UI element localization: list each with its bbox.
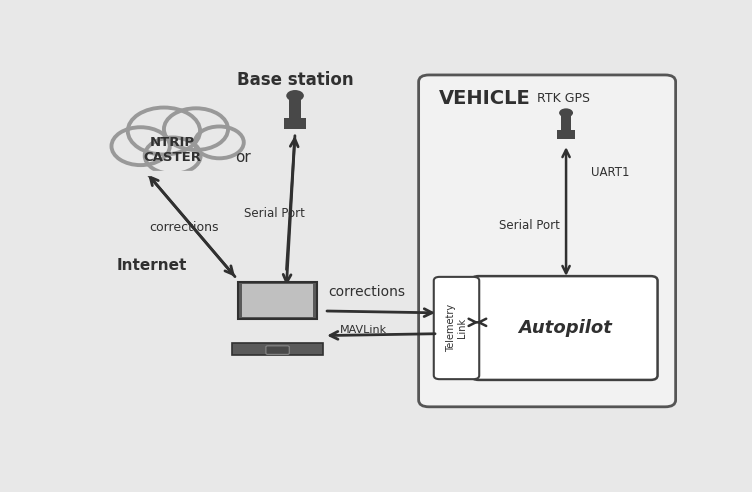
- Text: or: or: [235, 150, 250, 165]
- Bar: [97, 148, 248, 175]
- Text: Serial Port: Serial Port: [244, 207, 305, 220]
- Text: Internet: Internet: [117, 258, 187, 273]
- Bar: [561, 113, 571, 131]
- Text: Serial Port: Serial Port: [499, 219, 560, 232]
- Text: Telemetry
Link: Telemetry Link: [446, 304, 467, 352]
- Circle shape: [164, 108, 228, 150]
- Text: corrections: corrections: [329, 285, 405, 299]
- Text: corrections: corrections: [150, 221, 219, 234]
- Ellipse shape: [559, 108, 573, 118]
- FancyBboxPatch shape: [284, 118, 306, 129]
- FancyBboxPatch shape: [472, 276, 657, 380]
- FancyBboxPatch shape: [419, 75, 675, 407]
- Circle shape: [128, 108, 200, 154]
- Text: RTK GPS: RTK GPS: [537, 92, 590, 105]
- Ellipse shape: [287, 90, 304, 101]
- FancyBboxPatch shape: [434, 277, 479, 379]
- Text: UART1: UART1: [590, 166, 629, 179]
- Text: MAVLink: MAVLink: [340, 325, 387, 335]
- FancyBboxPatch shape: [232, 343, 323, 356]
- FancyBboxPatch shape: [238, 282, 317, 319]
- Circle shape: [195, 126, 244, 158]
- Text: Base station: Base station: [237, 71, 353, 89]
- Bar: [242, 284, 314, 316]
- Bar: [289, 96, 302, 119]
- Text: Autopilot: Autopilot: [517, 319, 611, 337]
- Circle shape: [144, 137, 201, 174]
- Text: NTRIP
CASTER: NTRIP CASTER: [144, 136, 202, 164]
- Text: VEHICLE: VEHICLE: [439, 90, 531, 108]
- FancyBboxPatch shape: [266, 346, 290, 354]
- Circle shape: [111, 127, 170, 165]
- FancyBboxPatch shape: [557, 130, 575, 139]
